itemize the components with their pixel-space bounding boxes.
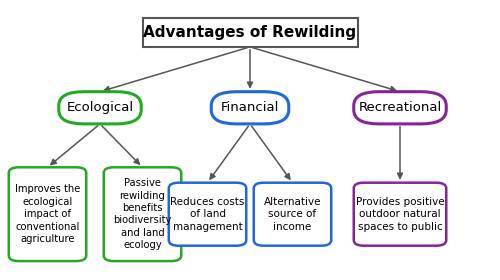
FancyBboxPatch shape bbox=[59, 92, 142, 124]
Text: Recreational: Recreational bbox=[358, 101, 442, 114]
Text: Ecological: Ecological bbox=[66, 101, 134, 114]
Text: Passive
rewilding
benefits
biodiversity
and land
ecology: Passive rewilding benefits biodiversity … bbox=[114, 178, 172, 250]
Text: Reduces costs
of land
management: Reduces costs of land management bbox=[170, 197, 244, 232]
FancyBboxPatch shape bbox=[354, 183, 446, 246]
FancyBboxPatch shape bbox=[142, 17, 358, 47]
Text: Provides positive
outdoor natural
spaces to public: Provides positive outdoor natural spaces… bbox=[356, 197, 444, 232]
FancyBboxPatch shape bbox=[254, 183, 331, 246]
FancyBboxPatch shape bbox=[9, 167, 86, 261]
FancyBboxPatch shape bbox=[168, 183, 246, 246]
FancyBboxPatch shape bbox=[211, 92, 289, 124]
Text: Alternative
source of
income: Alternative source of income bbox=[264, 197, 321, 232]
Text: Advantages of Rewilding: Advantages of Rewilding bbox=[144, 25, 356, 40]
FancyBboxPatch shape bbox=[104, 167, 181, 261]
Text: Improves the
ecological
impact of
conventional
agriculture: Improves the ecological impact of conven… bbox=[15, 185, 80, 244]
Text: Financial: Financial bbox=[221, 101, 279, 114]
FancyBboxPatch shape bbox=[354, 92, 446, 124]
